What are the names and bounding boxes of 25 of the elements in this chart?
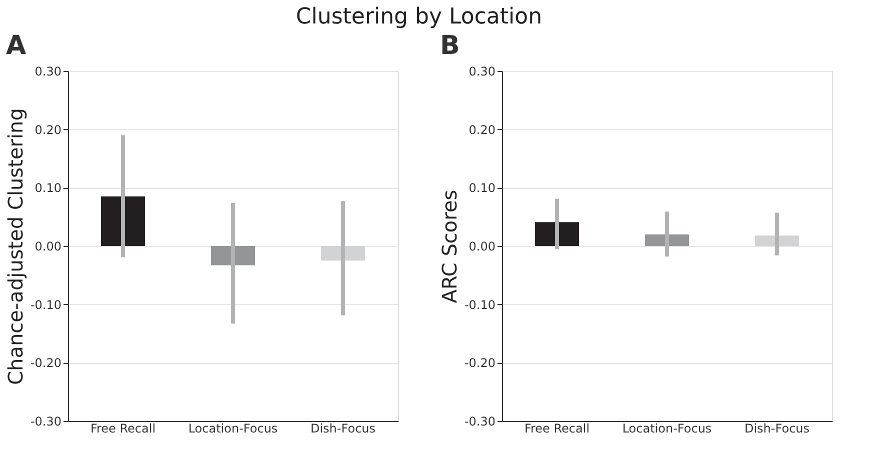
x-tick-label: Dish-Focus: [744, 422, 810, 436]
y-tick-label: -0.30: [464, 414, 496, 428]
y-tick-label: -0.20: [30, 356, 62, 370]
x-tick-label: Free Recall: [90, 422, 156, 436]
y-tick-label: 0.00: [468, 240, 496, 254]
text: Clustering by Location: [296, 4, 542, 30]
y-tick-label: 0.20: [34, 122, 62, 137]
y-tick-label: 0.00: [34, 240, 62, 254]
y-tick-label: 0.10: [34, 181, 62, 196]
x-tick-label: Dish-Focus: [310, 422, 376, 436]
y-axis-title: Chance-adjusted Clustering: [3, 108, 28, 385]
x-tick-label: Location-Focus: [622, 422, 712, 436]
chart-title: B: [440, 31, 460, 61]
y-tick-label: -0.10: [464, 298, 496, 312]
x-tick-label: Location-Focus: [188, 422, 278, 436]
y-tick-label: 0.10: [468, 181, 496, 196]
y-tick-label: 0.30: [34, 64, 62, 78]
y-tick-label: 0.20: [468, 122, 496, 137]
y-tick-label: -0.30: [30, 414, 62, 428]
y-axis-title: ARC Scores: [437, 190, 462, 304]
y-tick-label: -0.10: [30, 298, 62, 312]
y-tick-label: 0.30: [468, 64, 496, 78]
x-tick-label: Free Recall: [524, 422, 590, 436]
y-tick-label: -0.20: [464, 356, 496, 370]
chart-title: A: [6, 31, 26, 61]
